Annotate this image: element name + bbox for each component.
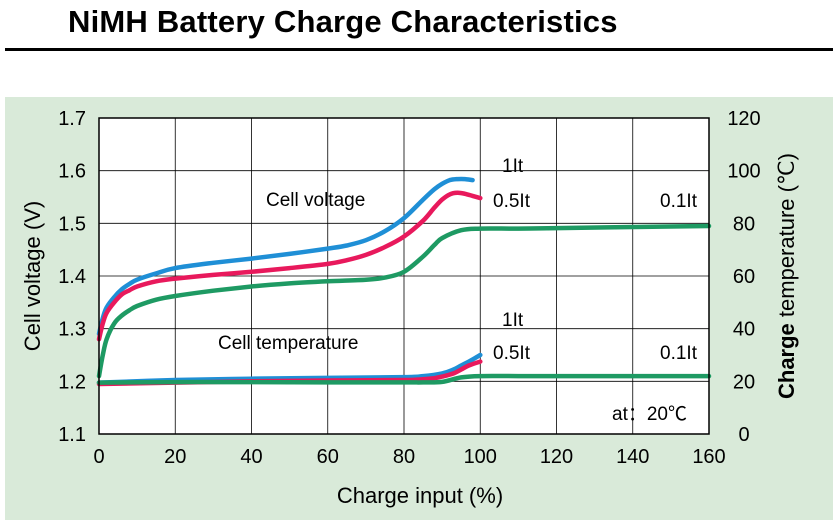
x-tick-label: 100 [464, 446, 497, 468]
label-voltage-05It: 0.5It [493, 191, 531, 212]
y-left-axis-title: Cell voltage (V) [20, 201, 45, 351]
y-right-tick-label: 120 [727, 108, 760, 130]
plot-frame [98, 117, 710, 435]
annotation-condition: at：20℃ [612, 404, 687, 425]
y-right-tick-label: 40 [733, 319, 755, 341]
y-left-tick-label: 1.5 [58, 213, 86, 235]
label-voltage-1It: 1It [502, 156, 524, 177]
x-tick-label: 60 [317, 446, 339, 468]
x-tick-label: 80 [393, 446, 415, 468]
series-voltage-1It [96, 176, 475, 337]
label-temperature-1It: 1It [502, 310, 524, 331]
title-rule [5, 48, 833, 51]
x-tick-label: 20 [164, 446, 186, 468]
label-temperature-05It: 0.5It [493, 343, 531, 364]
x-tick-label: 160 [692, 446, 725, 468]
series-temperature-1It [96, 352, 483, 385]
tick-labels: 0 20 40 60 80 100 120 140 160 1.1 1.2 1.3 1.4 1.5 1.6 1… [58, 108, 761, 468]
annotation-cell-voltage: Cell voltage [266, 190, 365, 211]
series-temperature-01It [96, 373, 712, 385]
x-tick-label: 140 [616, 446, 649, 468]
y-right-tick-label: 0 [738, 424, 749, 446]
y-left-tick-label: 1.2 [58, 371, 86, 393]
y-left-tick-label: 1.7 [58, 108, 86, 130]
x-axis-title: Charge input (%) [337, 483, 503, 508]
y-right-tick-label: 20 [733, 371, 755, 393]
y-right-tick-label: 60 [733, 266, 755, 288]
y-right-axis-title: Charge temperature (℃) [774, 153, 799, 399]
y-left-tick-label: 1.6 [58, 161, 86, 183]
series-lines [96, 176, 712, 387]
label-temperature-01It: 0.1It [660, 343, 698, 364]
y-left-tick-label: 1.3 [58, 319, 86, 341]
series-voltage-05It [96, 190, 483, 342]
y-right-tick-label: 80 [733, 213, 755, 235]
y-left-tick-label: 1.4 [58, 266, 86, 288]
label-voltage-01It: 0.1It [660, 191, 698, 212]
y-right-axis-title-rest: temperature (℃) [774, 153, 799, 323]
x-tick-label: 0 [93, 446, 104, 468]
y-right-tick-label: 100 [727, 161, 760, 183]
y-right-axis-title-bold: Charge [774, 323, 799, 399]
series-voltage-01It [96, 223, 712, 379]
x-tick-label: 120 [540, 446, 573, 468]
x-tick-label: 40 [240, 446, 262, 468]
annotation-cell-temperature: Cell temperature [218, 333, 358, 354]
page-title: NiMH Battery Charge Characteristics [68, 4, 618, 39]
y-left-tick-label: 1.1 [58, 424, 86, 446]
